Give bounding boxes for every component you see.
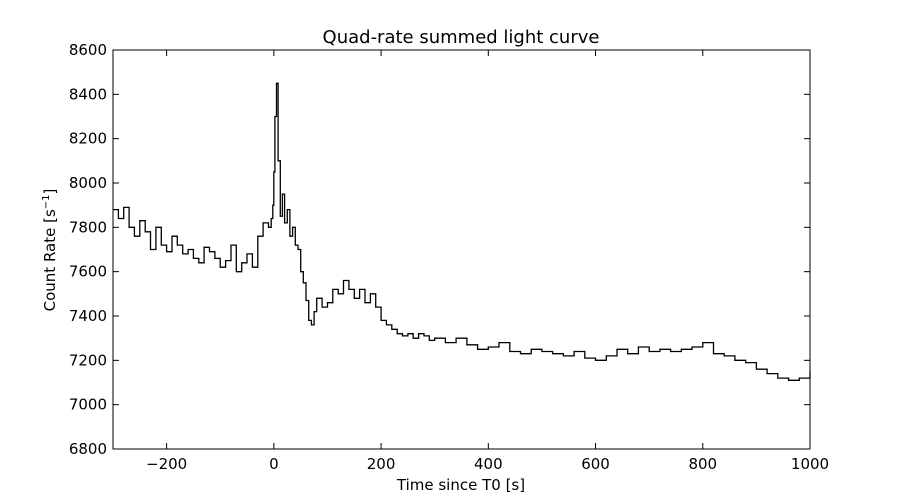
y-axis-label: Count Rate [s−1]: [41, 189, 59, 312]
x-tick-label: 200: [367, 455, 396, 473]
series-line-count-rate: [113, 82, 811, 381]
y-axis-label-end: ]: [41, 189, 59, 195]
chart-title: Quad-rate summed light curve: [323, 27, 600, 48]
axis-tick-labels: −200 0 200 400 600 800 1000 6800 7000 7200 7400 760…: [69, 41, 829, 473]
axes-frame: [112, 49, 811, 450]
axis-ticks: [113, 49, 811, 450]
y-tick-label: 8000: [69, 174, 107, 192]
y-tick-label: 7400: [69, 307, 107, 325]
y-tick-label: 8600: [69, 41, 107, 59]
y-axis-label-sup: −1: [41, 194, 52, 209]
y-axis-label-main: Count Rate [s: [41, 209, 59, 311]
y-tick-label: 7200: [69, 351, 107, 369]
x-tick-label: 800: [688, 455, 717, 473]
y-tick-label: 7800: [69, 218, 107, 236]
x-tick-label: 600: [581, 455, 610, 473]
x-tick-label: 1000: [791, 455, 829, 473]
x-tick-label: −200: [146, 455, 187, 473]
plot-area: [112, 49, 811, 450]
y-tick-label: 8200: [69, 130, 107, 148]
y-tick-label: 6800: [69, 440, 107, 458]
x-axis-label: Time since T0 [s]: [396, 476, 525, 494]
y-tick-label: 8400: [69, 85, 107, 103]
y-tick-label: 7600: [69, 263, 107, 281]
x-tick-label: 0: [269, 455, 279, 473]
x-tick-label: 400: [474, 455, 503, 473]
y-tick-label: 7000: [69, 396, 107, 414]
